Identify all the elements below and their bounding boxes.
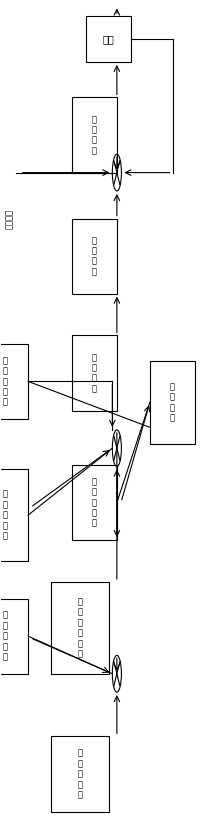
- FancyBboxPatch shape: [71, 97, 117, 173]
- Text: 外部扰动: 外部扰动: [4, 209, 14, 229]
- Text: 速
度
控
制
器: 速 度 控 制 器: [3, 489, 8, 541]
- FancyBboxPatch shape: [150, 360, 195, 444]
- FancyBboxPatch shape: [0, 598, 28, 674]
- Text: 模
糊
控
制: 模 糊 控 制: [92, 236, 97, 277]
- FancyBboxPatch shape: [71, 465, 117, 541]
- Text: 电
流
传
感
器: 电 流 传 感 器: [3, 356, 8, 406]
- Text: 积
分
位
移: 积 分 位 移: [92, 115, 97, 155]
- Text: 输出: 输出: [103, 34, 115, 44]
- FancyBboxPatch shape: [86, 16, 131, 62]
- FancyBboxPatch shape: [51, 582, 109, 674]
- FancyBboxPatch shape: [0, 469, 28, 561]
- FancyBboxPatch shape: [0, 344, 28, 419]
- FancyBboxPatch shape: [71, 335, 117, 411]
- Text: 驱
动
控
制: 驱 动 控 制: [170, 382, 175, 422]
- Text: 输
入
基
准
面: 输 入 基 准 面: [77, 748, 82, 799]
- Text: 光
栅
测
量
装
置: 光 栅 测 量 装 置: [77, 597, 82, 659]
- FancyBboxPatch shape: [51, 737, 109, 811]
- Text: 角
位
移
反
馈: 角 位 移 反 馈: [3, 611, 8, 661]
- Text: 电
机
控
制
器: 电 机 控 制 器: [92, 477, 97, 528]
- FancyBboxPatch shape: [71, 219, 117, 293]
- Text: 加
速
放
大: 加 速 放 大: [92, 353, 97, 393]
